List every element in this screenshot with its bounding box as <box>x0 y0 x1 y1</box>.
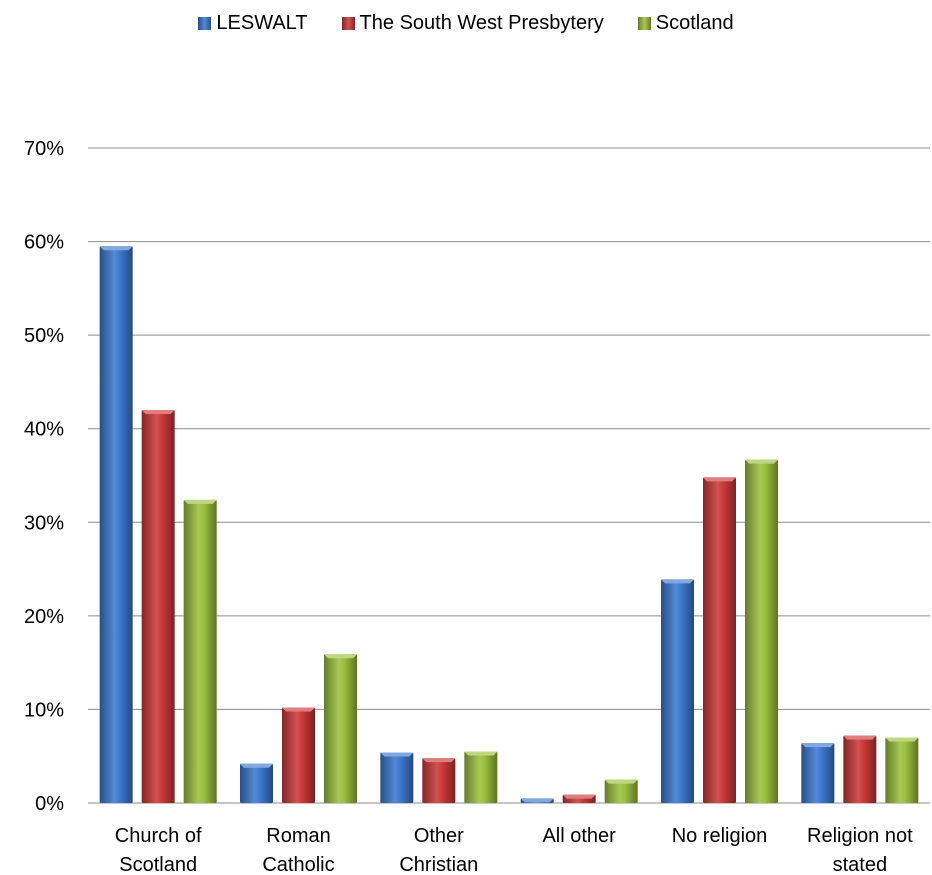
bar-cap <box>282 707 315 712</box>
x-tick-label: Christian <box>399 854 478 875</box>
y-tick-label: 60% <box>24 232 64 254</box>
legend-item: The South West Presbytery <box>341 12 604 35</box>
y-tick-label: 70% <box>24 138 64 160</box>
bar-cap <box>99 246 133 251</box>
legend-item: LESWALT <box>198 12 308 35</box>
bar-cap <box>801 743 835 748</box>
bar <box>703 477 736 803</box>
bar <box>464 751 498 803</box>
bar <box>604 779 638 803</box>
y-tick-label: 10% <box>24 699 64 721</box>
bar-cap <box>661 579 694 584</box>
legend-swatch <box>637 17 651 30</box>
bar <box>240 763 273 803</box>
bar-cap <box>703 477 736 482</box>
bar-cap <box>422 758 456 763</box>
legend-swatch <box>198 17 212 30</box>
bar <box>661 579 694 803</box>
x-tick-label: Other <box>414 825 464 847</box>
x-tick-label: stated <box>833 854 887 875</box>
x-tick-label: Religion not <box>807 825 913 847</box>
y-tick-label: 20% <box>24 606 64 628</box>
bar-cap <box>240 763 273 768</box>
bar <box>324 654 357 803</box>
bar-cap <box>464 751 498 756</box>
bar <box>745 459 778 803</box>
bar-cap <box>562 794 596 799</box>
legend-label: The South West Presbytery <box>359 12 604 34</box>
x-tick-label: Scotland <box>119 854 197 875</box>
bar <box>141 410 175 803</box>
x-tick-label: All other <box>542 825 616 847</box>
bar <box>801 743 835 803</box>
bar-cap <box>183 499 217 504</box>
bar-cap <box>520 798 554 803</box>
bar <box>843 735 877 803</box>
y-tick-label: 0% <box>35 793 64 815</box>
bar <box>99 246 133 803</box>
bar-cap <box>745 459 778 464</box>
y-tick-label: 50% <box>24 325 64 347</box>
bar <box>183 499 217 803</box>
bar-cap <box>141 410 175 414</box>
bar <box>282 707 315 803</box>
legend: LESWALT The South West Presbytery Scotland <box>0 12 932 35</box>
y-tick-label: 30% <box>24 512 64 534</box>
legend-item: Scotland <box>637 12 734 35</box>
bar-cap <box>324 654 357 659</box>
x-tick-label: No religion <box>672 825 768 847</box>
x-tick-label: Catholic <box>262 854 334 875</box>
bar <box>885 737 919 803</box>
legend-label: Scotland <box>655 12 734 34</box>
bar-cap <box>843 735 877 740</box>
bar-cap <box>604 779 638 784</box>
x-tick-label: Roman <box>266 825 330 847</box>
x-tick-label: Church of <box>115 825 202 847</box>
legend-label: LESWALT <box>216 12 308 34</box>
bar <box>380 752 414 803</box>
legend-swatch <box>341 17 355 30</box>
y-tick-label: 40% <box>24 419 64 441</box>
bar-cap <box>380 752 414 757</box>
bar <box>422 758 456 803</box>
bar-cap <box>885 737 919 742</box>
